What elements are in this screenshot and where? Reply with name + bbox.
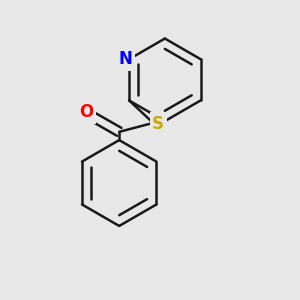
Text: S: S — [152, 115, 164, 133]
Text: O: O — [79, 103, 93, 121]
Text: N: N — [119, 50, 133, 68]
